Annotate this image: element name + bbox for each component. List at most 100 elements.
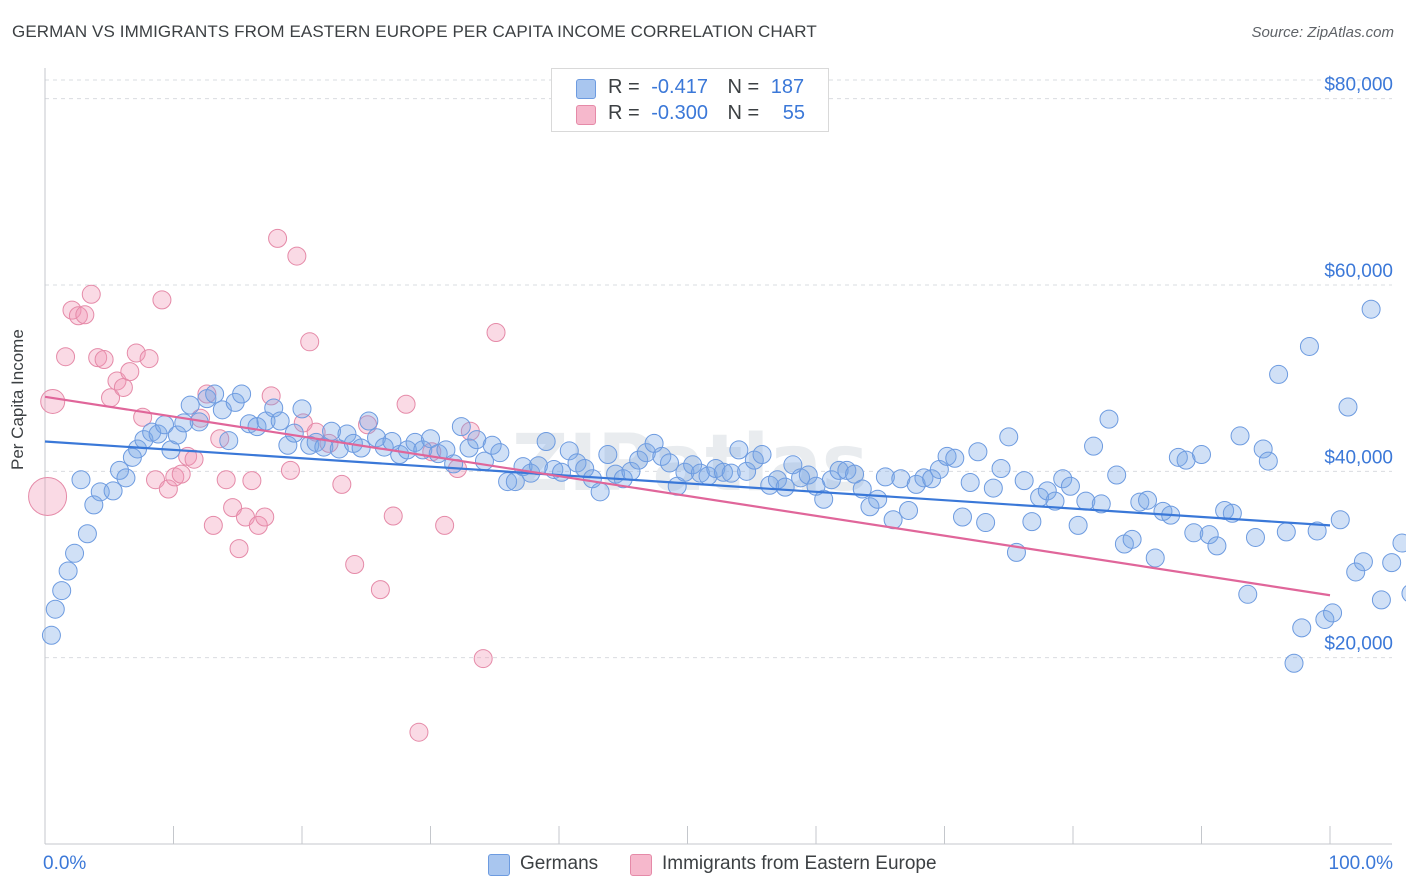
trend-lines	[44, 395, 1331, 597]
scatter-point	[1130, 492, 1150, 512]
y-tick-label: $40,000	[1324, 447, 1393, 468]
scatter-point	[1361, 299, 1381, 319]
scatter-point	[56, 347, 76, 367]
scatter-point	[459, 438, 479, 458]
scatter-point	[1022, 512, 1042, 532]
scatter-point	[1060, 476, 1080, 496]
r-value: -0.417	[651, 76, 708, 98]
scatter-point	[868, 489, 888, 509]
scatter-point	[1014, 471, 1034, 491]
scatter-point	[171, 464, 191, 484]
scatter-point	[284, 423, 304, 443]
scatter-point	[1122, 529, 1142, 549]
scatter-point	[405, 432, 425, 452]
scatter-point	[203, 515, 223, 535]
trend-line-germans	[44, 440, 1331, 527]
scatter-point	[567, 453, 587, 473]
scatter-point	[1045, 491, 1065, 511]
scatter-point	[960, 472, 980, 492]
scatter-point	[1037, 481, 1057, 501]
scatter-point	[435, 515, 455, 535]
scatter-point	[1330, 510, 1350, 530]
scatter-point	[71, 470, 91, 490]
scatter-point	[737, 461, 757, 481]
x-tick-label: 100.0%	[1329, 853, 1394, 874]
scatter-point	[713, 462, 733, 482]
scatter-point	[88, 348, 108, 368]
scatter-point	[683, 455, 703, 475]
scatter-point	[268, 228, 288, 248]
scatter-point	[120, 362, 140, 382]
y-tick-label: $80,000	[1324, 75, 1393, 96]
scatter-point	[945, 448, 965, 468]
scatter-point	[370, 580, 390, 600]
scatter-point	[775, 477, 795, 497]
scatter-point	[1253, 439, 1273, 459]
scatter-point	[690, 463, 710, 483]
scatter-point	[270, 411, 290, 431]
axes	[44, 68, 1392, 845]
scatter-point	[329, 439, 349, 459]
scatter-point	[28, 476, 68, 516]
scatter-point	[1168, 447, 1188, 467]
germans-legend-swatch	[488, 854, 510, 876]
scatter-point	[383, 506, 403, 526]
scatter-point	[791, 468, 811, 488]
scatter-point	[983, 478, 1003, 498]
scatter-point	[937, 446, 957, 466]
scatter-point	[229, 539, 249, 559]
scatter-point	[1107, 465, 1127, 485]
scatter-point	[1323, 603, 1343, 623]
scatter-point	[976, 513, 996, 533]
scatter-point	[559, 441, 579, 461]
scatter-point	[205, 384, 225, 404]
scatter-point	[216, 470, 236, 490]
scatter-point	[999, 427, 1019, 447]
scatter-point	[58, 561, 78, 581]
scatter-point	[473, 649, 493, 669]
scatter-point	[1292, 618, 1312, 638]
scatter-point	[41, 625, 61, 645]
scatter-point	[77, 524, 97, 544]
scatter-point	[490, 443, 510, 463]
scatter-point	[232, 384, 252, 404]
scatter-point	[1138, 490, 1158, 510]
scatter-point	[1392, 533, 1406, 553]
scatter-point	[255, 507, 275, 527]
scatter-point	[148, 424, 168, 444]
scatter-point	[45, 599, 65, 619]
watermark: ZIPatlas	[512, 419, 868, 509]
scatter-point	[219, 431, 239, 451]
scatter-point	[860, 497, 880, 517]
gridlines	[45, 79, 1392, 659]
scatter-point	[126, 343, 146, 363]
scatter-point	[798, 465, 818, 485]
source-label: Source: ZipAtlas.com	[1251, 24, 1394, 41]
scatter-point	[1276, 522, 1296, 542]
germans-swatch	[576, 79, 596, 99]
scatter-point	[1099, 409, 1119, 429]
scatter-point	[116, 468, 136, 488]
scatter-point	[68, 306, 88, 326]
x-tick-labels: 0.0% 100.0%	[43, 853, 1393, 874]
scatter-point	[952, 507, 972, 527]
scatter-point	[875, 467, 895, 487]
y-axis-label: Per Capita Income	[8, 329, 27, 470]
n-value: 55	[782, 102, 806, 124]
scatter-point	[103, 481, 123, 501]
y-tick-label: $60,000	[1324, 261, 1393, 282]
scatter-point	[968, 442, 988, 462]
scatter-point	[1230, 426, 1250, 446]
scatter-point	[280, 460, 300, 480]
scatter-point	[899, 500, 919, 520]
scatter-point	[629, 450, 649, 470]
scatter-point	[322, 421, 342, 441]
scatter-point	[536, 432, 556, 452]
scatter-point	[345, 554, 365, 574]
scatter-point	[444, 454, 464, 474]
scatter-point	[1284, 653, 1304, 673]
scatter-point	[1258, 451, 1278, 471]
scatter-point	[139, 349, 159, 369]
r-label: R =	[608, 102, 640, 124]
